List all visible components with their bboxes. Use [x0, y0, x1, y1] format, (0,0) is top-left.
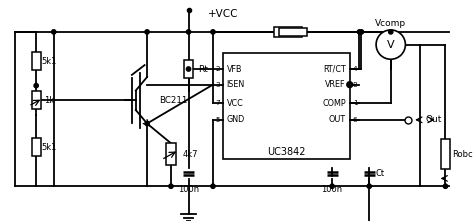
Text: 5: 5: [215, 117, 220, 123]
Circle shape: [357, 30, 362, 34]
Circle shape: [389, 30, 393, 34]
Bar: [223, 53, 350, 159]
Circle shape: [376, 30, 405, 59]
Circle shape: [52, 30, 56, 34]
Text: 1k: 1k: [44, 96, 54, 105]
Text: V: V: [387, 40, 394, 50]
Text: BC211: BC211: [159, 96, 188, 105]
Bar: [32, 138, 41, 156]
Text: GND: GND: [227, 115, 245, 124]
Circle shape: [211, 30, 215, 34]
Text: Ct: Ct: [375, 169, 384, 178]
Circle shape: [330, 184, 334, 188]
Text: 5k1: 5k1: [41, 57, 56, 66]
Circle shape: [211, 184, 215, 188]
Circle shape: [34, 84, 38, 88]
Text: 5k1: 5k1: [41, 143, 56, 152]
Circle shape: [169, 184, 173, 188]
Bar: [274, 27, 302, 37]
Text: Out: Out: [426, 115, 442, 124]
Text: 7: 7: [215, 100, 220, 106]
Bar: [440, 139, 450, 169]
Bar: [166, 143, 176, 165]
Text: 4: 4: [353, 66, 357, 72]
Text: 2: 2: [215, 66, 220, 72]
Text: 3: 3: [215, 82, 220, 88]
Text: VREF: VREF: [325, 80, 346, 89]
Circle shape: [443, 184, 447, 188]
Text: Robc: Robc: [452, 149, 473, 159]
Text: RT/CT: RT/CT: [323, 65, 346, 73]
Text: Vcomp: Vcomp: [375, 19, 406, 28]
Bar: [32, 91, 41, 109]
Bar: [184, 60, 193, 78]
Circle shape: [347, 82, 353, 88]
Text: Rt: Rt: [198, 65, 208, 73]
Text: VCC: VCC: [227, 99, 243, 108]
Text: OUT: OUT: [328, 115, 346, 124]
Circle shape: [367, 184, 372, 188]
Text: +VCC: +VCC: [208, 9, 238, 19]
Circle shape: [359, 30, 364, 34]
Circle shape: [145, 30, 149, 34]
Text: ISEN: ISEN: [227, 80, 245, 89]
Bar: [32, 52, 41, 70]
Text: UC3842: UC3842: [267, 147, 305, 157]
Circle shape: [186, 30, 191, 34]
Text: 6: 6: [353, 117, 357, 123]
Bar: [279, 28, 307, 36]
Text: 1: 1: [353, 100, 357, 106]
Text: COMP: COMP: [322, 99, 346, 108]
Circle shape: [186, 67, 191, 71]
Circle shape: [145, 121, 149, 126]
Text: 8: 8: [353, 82, 357, 88]
Text: 100n: 100n: [321, 185, 343, 194]
Text: VFB: VFB: [227, 65, 242, 73]
Text: 4k7: 4k7: [182, 149, 198, 159]
Text: 100n: 100n: [178, 185, 199, 194]
